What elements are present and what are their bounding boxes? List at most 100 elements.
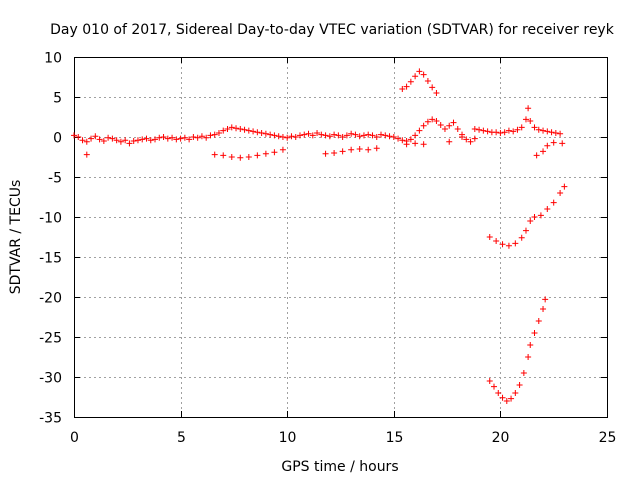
data-point xyxy=(360,132,367,139)
plot-frame xyxy=(74,57,608,418)
data-point xyxy=(305,130,312,137)
data-point xyxy=(254,129,261,136)
data-point xyxy=(296,132,303,139)
x-axis-label: GPS time / hours xyxy=(281,459,398,475)
data-point xyxy=(522,116,529,123)
data-point xyxy=(527,342,534,348)
data-point xyxy=(420,122,427,129)
data-point xyxy=(491,383,498,390)
data-point xyxy=(177,135,184,142)
data-point xyxy=(314,130,321,136)
data-point xyxy=(233,125,240,132)
data-point xyxy=(510,128,517,135)
data-point xyxy=(211,151,218,158)
data-point xyxy=(228,124,235,131)
data-point xyxy=(365,131,372,138)
data-point xyxy=(207,132,214,139)
data-point xyxy=(343,132,350,139)
data-point xyxy=(446,122,453,129)
data-point xyxy=(284,134,291,141)
data-point xyxy=(71,132,77,139)
data-point xyxy=(279,146,286,153)
data-point xyxy=(561,183,568,190)
x-tick-label: 25 xyxy=(599,430,617,446)
x-tick-label: 0 xyxy=(70,430,79,446)
data-point xyxy=(407,136,414,143)
data-point xyxy=(531,214,538,220)
data-point xyxy=(548,129,555,136)
data-point xyxy=(537,212,544,219)
data-point xyxy=(471,126,478,132)
data-point xyxy=(540,306,547,312)
data-point xyxy=(499,241,506,248)
x-axis: 0 5 10 15 20 25 xyxy=(70,57,616,446)
data-point xyxy=(262,130,269,137)
data-point xyxy=(152,136,159,143)
data-point xyxy=(512,390,519,396)
data-point xyxy=(508,395,515,402)
data-point xyxy=(459,134,466,140)
data-point xyxy=(518,124,525,131)
data-point xyxy=(181,134,188,141)
data-point xyxy=(126,140,133,147)
data-point xyxy=(122,137,129,144)
data-point xyxy=(390,134,397,140)
data-point xyxy=(109,135,116,142)
data-point xyxy=(522,227,529,234)
data-point xyxy=(271,132,278,139)
data-point xyxy=(497,130,504,136)
data-point xyxy=(416,127,423,134)
data-point xyxy=(531,330,538,336)
data-point xyxy=(484,128,491,135)
data-point xyxy=(160,134,167,140)
data-point xyxy=(352,131,359,138)
y-tick-label: -25 xyxy=(39,331,62,347)
data-point xyxy=(446,138,453,145)
data-point xyxy=(533,152,540,159)
data-point xyxy=(186,136,193,143)
data-point xyxy=(544,142,551,149)
data-point xyxy=(454,126,461,132)
data-point xyxy=(190,134,197,140)
data-point xyxy=(471,135,478,142)
data-point xyxy=(501,129,508,136)
data-point xyxy=(267,131,274,138)
data-point xyxy=(194,134,201,141)
data-point xyxy=(433,118,440,124)
data-point xyxy=(271,149,278,156)
data-point xyxy=(403,141,410,148)
y-tick-label: -5 xyxy=(48,171,62,187)
data-point xyxy=(463,136,470,143)
data-point xyxy=(156,134,163,141)
x-tick-label: 10 xyxy=(279,430,297,446)
data-point xyxy=(550,199,557,206)
data-point xyxy=(326,133,333,140)
data-point xyxy=(113,137,120,144)
data-point xyxy=(220,152,227,159)
data-point xyxy=(318,131,325,138)
data-point xyxy=(215,130,222,136)
data-point xyxy=(540,148,547,155)
data-point xyxy=(322,132,329,139)
y-tick-label: -35 xyxy=(39,411,62,427)
data-point xyxy=(527,118,534,124)
data-series xyxy=(399,68,440,96)
data-point xyxy=(420,71,427,78)
data-point xyxy=(75,134,82,140)
data-point xyxy=(203,134,210,141)
data-point xyxy=(143,135,150,142)
data-point xyxy=(433,90,440,96)
data-point xyxy=(525,354,532,360)
data-point xyxy=(505,242,512,249)
data-point xyxy=(309,132,316,139)
data-point xyxy=(535,126,542,133)
data-point xyxy=(399,86,406,92)
data-series xyxy=(486,183,568,249)
data-series xyxy=(83,134,566,161)
data-point xyxy=(301,131,308,138)
data-point xyxy=(516,382,523,388)
y-tick-label: -20 xyxy=(39,291,62,307)
data-point xyxy=(424,118,431,125)
data-point xyxy=(495,390,502,396)
data-series xyxy=(486,296,549,404)
